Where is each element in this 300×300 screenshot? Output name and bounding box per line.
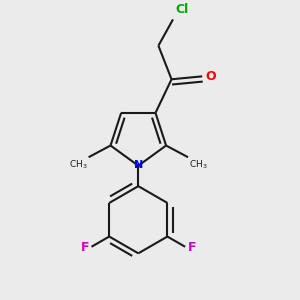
Text: CH$_3$: CH$_3$: [68, 159, 87, 171]
Text: O: O: [206, 70, 216, 83]
Text: F: F: [188, 241, 196, 254]
Text: Cl: Cl: [175, 4, 189, 16]
Text: F: F: [81, 241, 89, 254]
Text: CH$_3$: CH$_3$: [190, 159, 208, 171]
Text: N: N: [134, 160, 143, 170]
